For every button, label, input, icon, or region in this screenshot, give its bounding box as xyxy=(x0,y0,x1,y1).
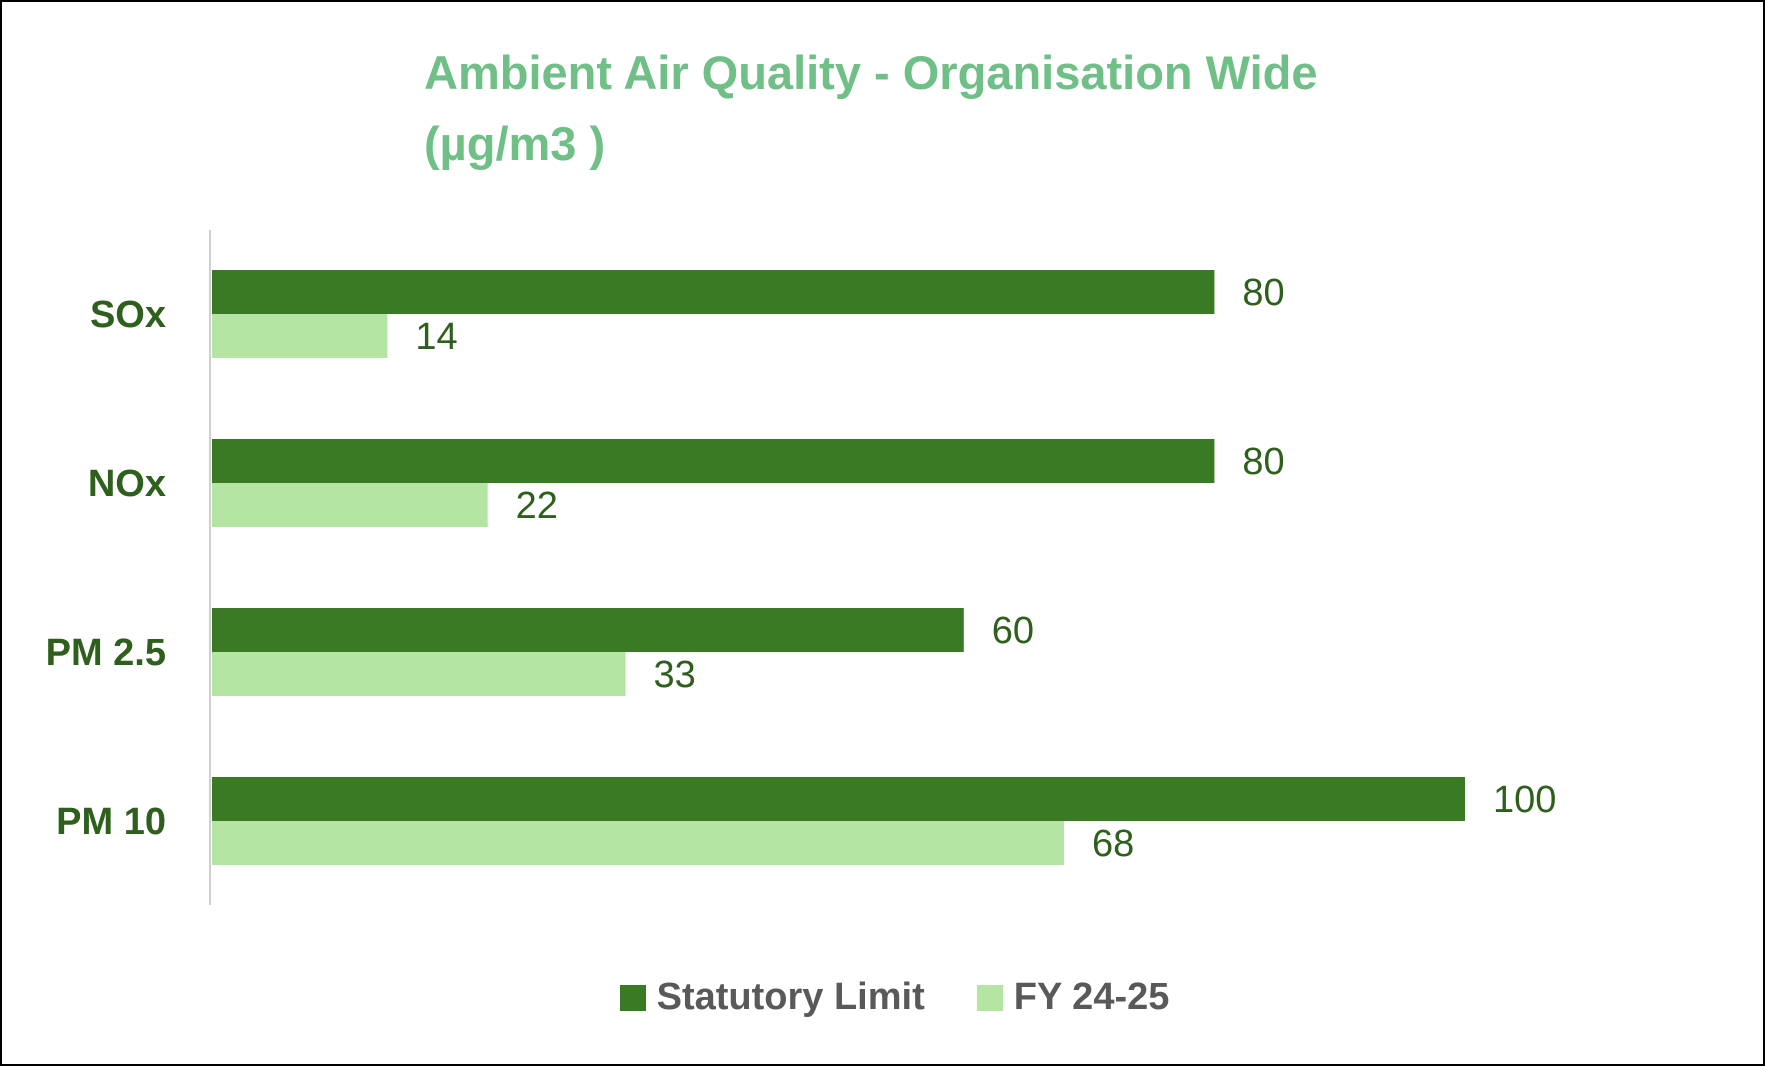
chart-title-line-1: Ambient Air Quality - Organisation Wide xyxy=(424,46,1318,99)
bar xyxy=(212,777,1465,821)
data-label: 33 xyxy=(653,654,695,696)
bars-layer xyxy=(212,270,1465,865)
data-label: 68 xyxy=(1092,823,1134,865)
bar xyxy=(212,270,1215,314)
data-label: 60 xyxy=(992,610,1034,652)
data-label: 100 xyxy=(1493,779,1556,821)
category-label: PM 10 xyxy=(56,801,166,843)
category-label: PM 2.5 xyxy=(46,632,166,674)
category-label: NOx xyxy=(88,463,166,505)
bar xyxy=(212,314,388,358)
data-label: 14 xyxy=(415,316,457,358)
legend: Statutory Limit FY 24-25 xyxy=(2,976,1765,1019)
legend-swatch xyxy=(976,984,1003,1011)
category-label: SOx xyxy=(90,294,166,336)
legend-swatch xyxy=(619,984,646,1011)
labels-layer: SOx 80 14 NOx 80 22 PM 2.5 60 33 PM 10 100 68 xyxy=(46,272,1557,865)
legend-label: Statutory Limit xyxy=(656,976,925,1018)
legend-item: FY 24-25 xyxy=(976,976,1170,1019)
bar xyxy=(212,821,1065,865)
chart-title-line-2: (µg/m3 ) xyxy=(424,117,606,170)
legend-label: FY 24-25 xyxy=(1013,976,1170,1018)
bar xyxy=(212,483,488,527)
legend-item: Statutory Limit xyxy=(619,976,925,1019)
data-label: 80 xyxy=(1242,441,1284,483)
bar xyxy=(212,652,626,696)
data-label: 80 xyxy=(1242,272,1284,314)
bar xyxy=(212,439,1215,483)
bar xyxy=(212,608,964,652)
data-label: 22 xyxy=(516,485,558,527)
